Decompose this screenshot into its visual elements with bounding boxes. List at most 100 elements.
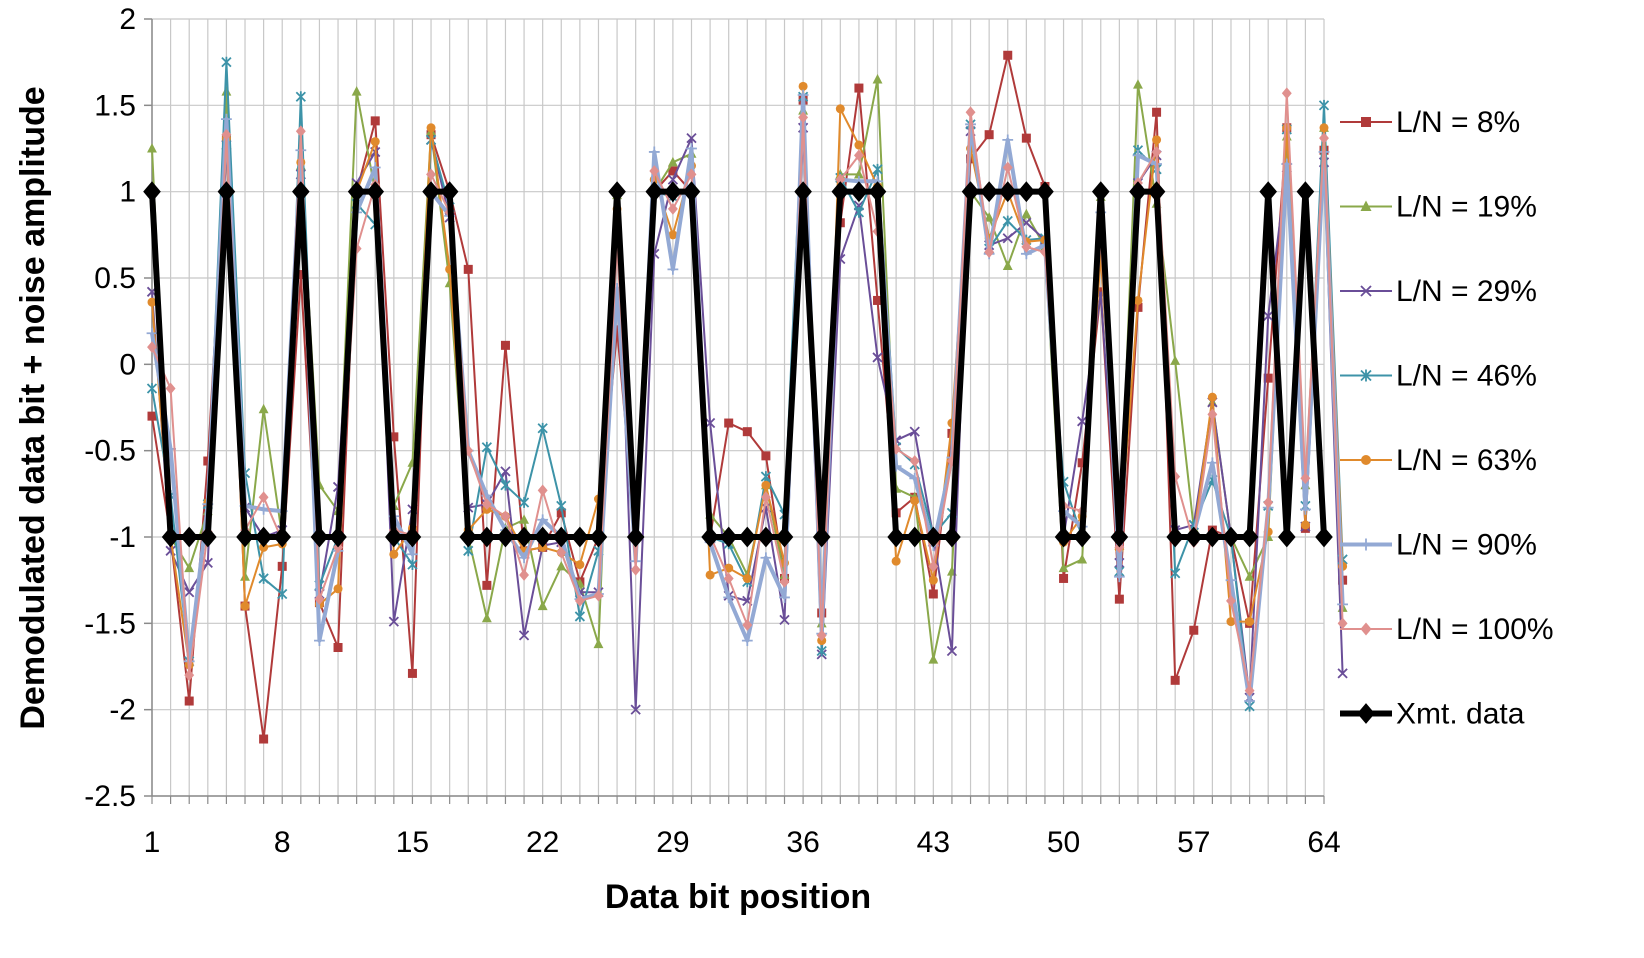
data-point — [370, 137, 380, 147]
data-point — [850, 181, 868, 203]
grid — [151, 18, 1325, 797]
data-point — [1133, 295, 1143, 305]
data-point — [872, 352, 883, 363]
x-tick-label: 50 — [1047, 826, 1080, 859]
data-point — [984, 246, 995, 258]
data-point — [459, 526, 478, 548]
data-point — [1129, 181, 1147, 203]
data-point — [519, 514, 530, 524]
legend-swatch-marker — [1360, 285, 1372, 297]
data-point — [853, 169, 864, 179]
data-point — [552, 526, 571, 548]
data-point — [1091, 181, 1110, 203]
data-point — [724, 418, 734, 428]
data-point — [794, 181, 812, 203]
data-point — [347, 181, 366, 203]
data-point — [277, 561, 287, 571]
x-axis-title: Data bit position — [605, 878, 871, 916]
data-point — [314, 593, 325, 606]
data-point — [146, 383, 158, 394]
data-point — [1147, 181, 1166, 203]
data-point — [481, 498, 492, 511]
data-point — [370, 116, 380, 126]
data-point — [608, 181, 626, 203]
data-point — [980, 181, 998, 203]
data-point — [723, 592, 735, 603]
data-point — [887, 526, 905, 548]
data-point — [738, 526, 757, 548]
data-point — [556, 560, 567, 571]
data-point — [240, 601, 250, 611]
data-point — [556, 508, 566, 518]
data-point — [1166, 526, 1184, 548]
data-point — [273, 526, 292, 548]
data-point — [719, 526, 738, 548]
data-point — [314, 635, 325, 646]
data-point — [515, 526, 533, 548]
data-point — [1189, 625, 1199, 635]
data-point — [1152, 135, 1162, 145]
x-tick-label: 29 — [656, 826, 689, 859]
y-tick-label: 1.5 — [94, 89, 136, 122]
data-point — [240, 571, 250, 581]
data-point — [943, 526, 961, 548]
data-point — [482, 580, 492, 590]
data-point — [184, 669, 195, 681]
data-point — [761, 451, 771, 461]
data-point — [258, 491, 269, 504]
data-point — [1319, 132, 1329, 144]
data-point — [500, 340, 510, 350]
x-tick-label: 22 — [526, 826, 559, 859]
data-point — [946, 645, 958, 657]
data-point — [928, 654, 939, 664]
data-point — [872, 163, 883, 175]
data-point — [1152, 107, 1162, 117]
data-point — [812, 526, 831, 548]
data-point — [1222, 526, 1240, 548]
data-point — [1281, 87, 1292, 100]
y-axis-title: Demodulated data bit + noise amplitude — [14, 86, 52, 729]
data-point — [184, 562, 195, 573]
legend-label: L/N = 90% — [1396, 529, 1537, 562]
data-point — [500, 466, 511, 477]
data-point — [1017, 181, 1036, 203]
data-point — [407, 559, 418, 571]
data-point — [998, 181, 1017, 203]
data-point — [147, 297, 157, 307]
data-point — [1245, 617, 1255, 627]
data-point — [1170, 567, 1181, 579]
data-point — [905, 526, 924, 548]
data-point — [779, 592, 790, 603]
data-point — [701, 526, 719, 548]
data-point — [1337, 617, 1348, 630]
data-point — [426, 123, 436, 133]
data-point — [1184, 526, 1203, 548]
data-point — [1002, 215, 1013, 227]
data-point — [296, 270, 306, 280]
data-point — [1054, 526, 1073, 548]
data-point — [742, 619, 753, 631]
series-group — [143, 50, 1348, 744]
data-point — [1110, 526, 1129, 548]
legend-swatch-marker — [1361, 117, 1371, 127]
data-point — [1300, 520, 1310, 530]
y-tick-label: 0.5 — [94, 262, 136, 295]
data-point — [667, 174, 679, 185]
y-tick-label: -2 — [109, 694, 136, 727]
data-point — [928, 575, 938, 585]
data-point — [1002, 134, 1014, 146]
data-point — [1318, 99, 1330, 111]
data-point — [645, 181, 664, 203]
data-point — [407, 548, 418, 560]
legend-swatch-marker — [1360, 622, 1372, 636]
data-point — [537, 600, 548, 611]
data-point — [761, 480, 771, 490]
x-tick-label: 64 — [1307, 826, 1340, 859]
data-point — [723, 572, 734, 585]
data-point — [664, 181, 682, 203]
data-point — [221, 128, 232, 141]
legend-label: L/N = 46% — [1396, 360, 1537, 393]
data-point — [1315, 526, 1333, 548]
data-point — [872, 74, 883, 84]
